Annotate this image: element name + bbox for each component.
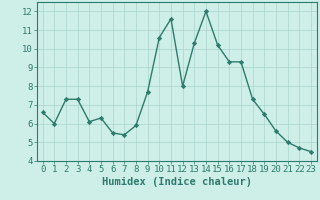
X-axis label: Humidex (Indice chaleur): Humidex (Indice chaleur)	[102, 177, 252, 187]
